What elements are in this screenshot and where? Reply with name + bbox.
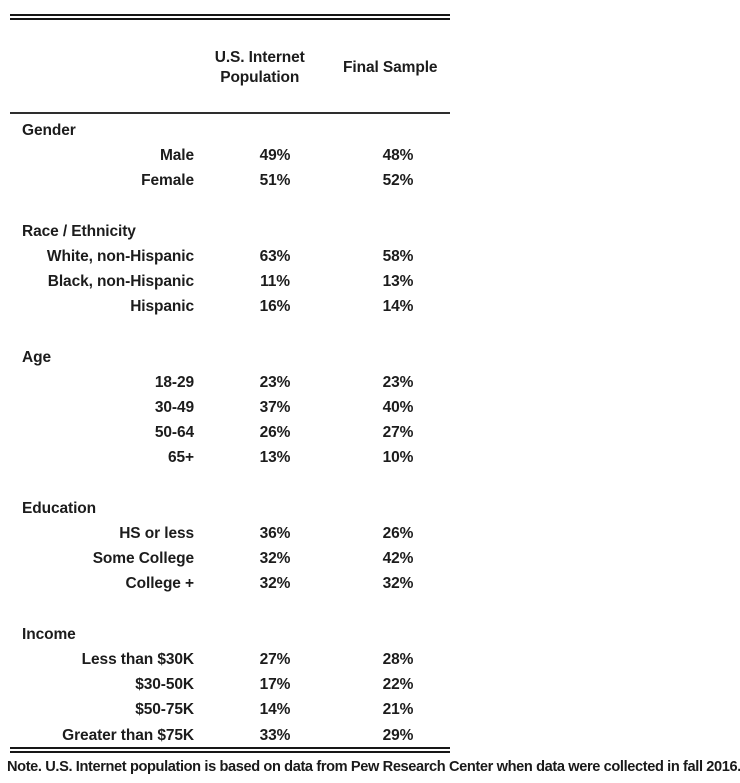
us-internet-population-value: 36% [259,525,291,542]
row-label: Male [159,147,194,165]
row-label: 18-29 [154,373,194,391]
table-row: HS or less 36% 26% [10,521,451,546]
section-header-row-education: Education [10,496,451,521]
section-header-row-race-ethnicity: Race / Ethnicity [10,219,451,244]
us-internet-population-value: 13% [259,449,291,467]
final-sample-value: 27% [382,424,414,442]
row-label: Less than $30K [81,650,194,668]
table-row: Less than $30K 27% 28% [10,647,451,672]
final-sample-value: 40% [382,399,414,417]
bottom-double-rule [10,747,450,753]
table-row: 18-29 23% 23% [10,370,451,395]
final-sample-value: 22% [382,676,414,694]
table-row: College + 32% 32% [10,571,451,596]
row-label: $50-75K [135,701,194,719]
final-sample-value: 52% [382,172,414,190]
section-header: Race / Ethnicity [22,222,136,240]
row-label: HS or less [119,525,194,542]
us-internet-population-value: 49% [259,147,291,165]
section-header-row-gender: Gender [10,118,451,143]
final-sample-value: 26% [382,525,414,542]
us-internet-population-value: 51% [259,172,291,190]
row-label: Hispanic [130,298,194,316]
us-internet-population-value: 32% [259,550,291,568]
row-label: Black, non-Hispanic [47,273,194,291]
us-internet-population-value: 26% [259,424,291,442]
table-row: Male 49% 48% [10,143,451,168]
final-sample-value: 29% [382,726,414,744]
us-internet-population-value: 33% [259,726,291,744]
table-row: $50-75K 14% 21% [10,697,451,722]
us-internet-population-value: 27% [259,650,291,668]
final-sample-value: 21% [382,701,414,719]
column-header-us-internet-population: U.S. Internet Population [214,49,305,86]
us-internet-population-value: 63% [259,247,291,265]
section-spacer [10,320,451,345]
section-spacer [10,471,451,496]
table-row: Female 51% 52% [10,168,451,193]
table-row: 50-64 26% 27% [10,420,451,445]
section-header: Gender [22,122,76,139]
section-spacer [10,597,451,622]
table-row: 65+ 13% 10% [10,445,451,470]
table-row: Black, non-Hispanic 11% 13% [10,269,451,294]
section-spacer [10,194,451,219]
table-row: Hispanic 16% 14% [10,294,451,319]
final-sample-value: 58% [382,247,414,265]
section-header-row-income: Income [10,622,451,647]
final-sample-value: 14% [382,298,414,316]
section-header-row-age: Age [10,345,451,370]
us-internet-population-value: 23% [259,373,291,391]
row-label: College + [125,575,195,593]
us-internet-population-value: 16% [259,298,291,316]
row-label: White, non-Hispanic [46,247,194,265]
row-label: $30-50K [135,676,194,694]
row-label: Some College [92,550,194,568]
final-sample-value: 32% [382,575,414,593]
row-label: 50-64 [154,424,194,442]
table-row: 30-49 37% 40% [10,395,451,420]
section-header: Age [22,348,51,366]
column-header-row: U.S. Internet Population Final Sample [10,42,451,94]
row-label: 30-49 [154,399,194,417]
demographics-table: Gender Male 49% 48% Female 51% 52% Race … [10,118,451,748]
final-sample-value: 28% [382,650,414,668]
us-internet-population-value: 11% [260,273,290,291]
final-sample-value: 10% [382,449,414,467]
table-row: Some College 32% 42% [10,546,451,571]
column-header-final-sample: Final Sample [343,59,438,76]
table-row: Greater than $75K 33% 29% [10,723,451,748]
us-internet-population-value: 37% [259,399,291,417]
table-row: $30-50K 17% 22% [10,672,451,697]
row-label: Female [141,172,194,190]
section-header: Income [22,625,76,643]
header-separator-rule [10,112,450,114]
table-row: White, non-Hispanic 63% 58% [10,244,451,269]
us-internet-population-value: 17% [259,676,291,694]
row-label: Greater than $75K [62,726,194,744]
final-sample-value: 13% [382,273,414,291]
final-sample-value: 48% [382,147,414,165]
top-double-rule [10,14,450,20]
final-sample-value: 42% [382,550,414,568]
table-note: Note. U.S. Internet population is based … [7,759,740,775]
section-header: Education [22,499,97,517]
row-label: 65+ [168,449,194,467]
us-internet-population-value: 14% [259,701,291,719]
final-sample-value: 23% [382,373,414,391]
us-internet-population-value: 32% [259,575,291,593]
